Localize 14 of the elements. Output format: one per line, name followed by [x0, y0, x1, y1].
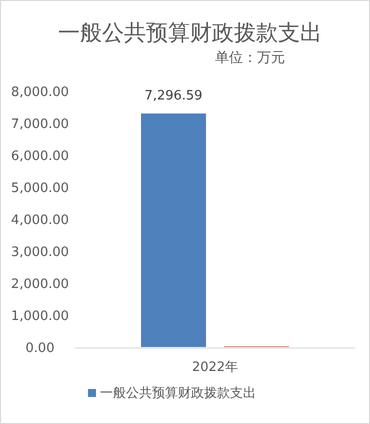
x-tick-label: 2022年 — [192, 360, 238, 375]
y-tick-label: 0.00 — [26, 341, 54, 356]
y-tick-label: 1,000.00 — [11, 309, 69, 324]
y-tick-label: 5,000.00 — [11, 181, 69, 196]
subtitle: 单位：万元 — [215, 50, 285, 66]
y-tick-label: 6,000.00 — [11, 149, 69, 164]
title: 一般公共预算财政拨款支出 — [58, 21, 322, 46]
data-label: 7,296.59 — [144, 88, 202, 104]
y-tick-label: 3,000.00 — [11, 245, 69, 260]
legend-label: 一般公共预算财政拨款支出 — [100, 386, 256, 401]
y-tick-label: 2,000.00 — [11, 277, 69, 292]
y-tick-label: 4,000.00 — [11, 213, 69, 228]
y-tick-label: 8,000.00 — [11, 85, 69, 100]
y-tick-label: 7,000.00 — [11, 117, 69, 132]
